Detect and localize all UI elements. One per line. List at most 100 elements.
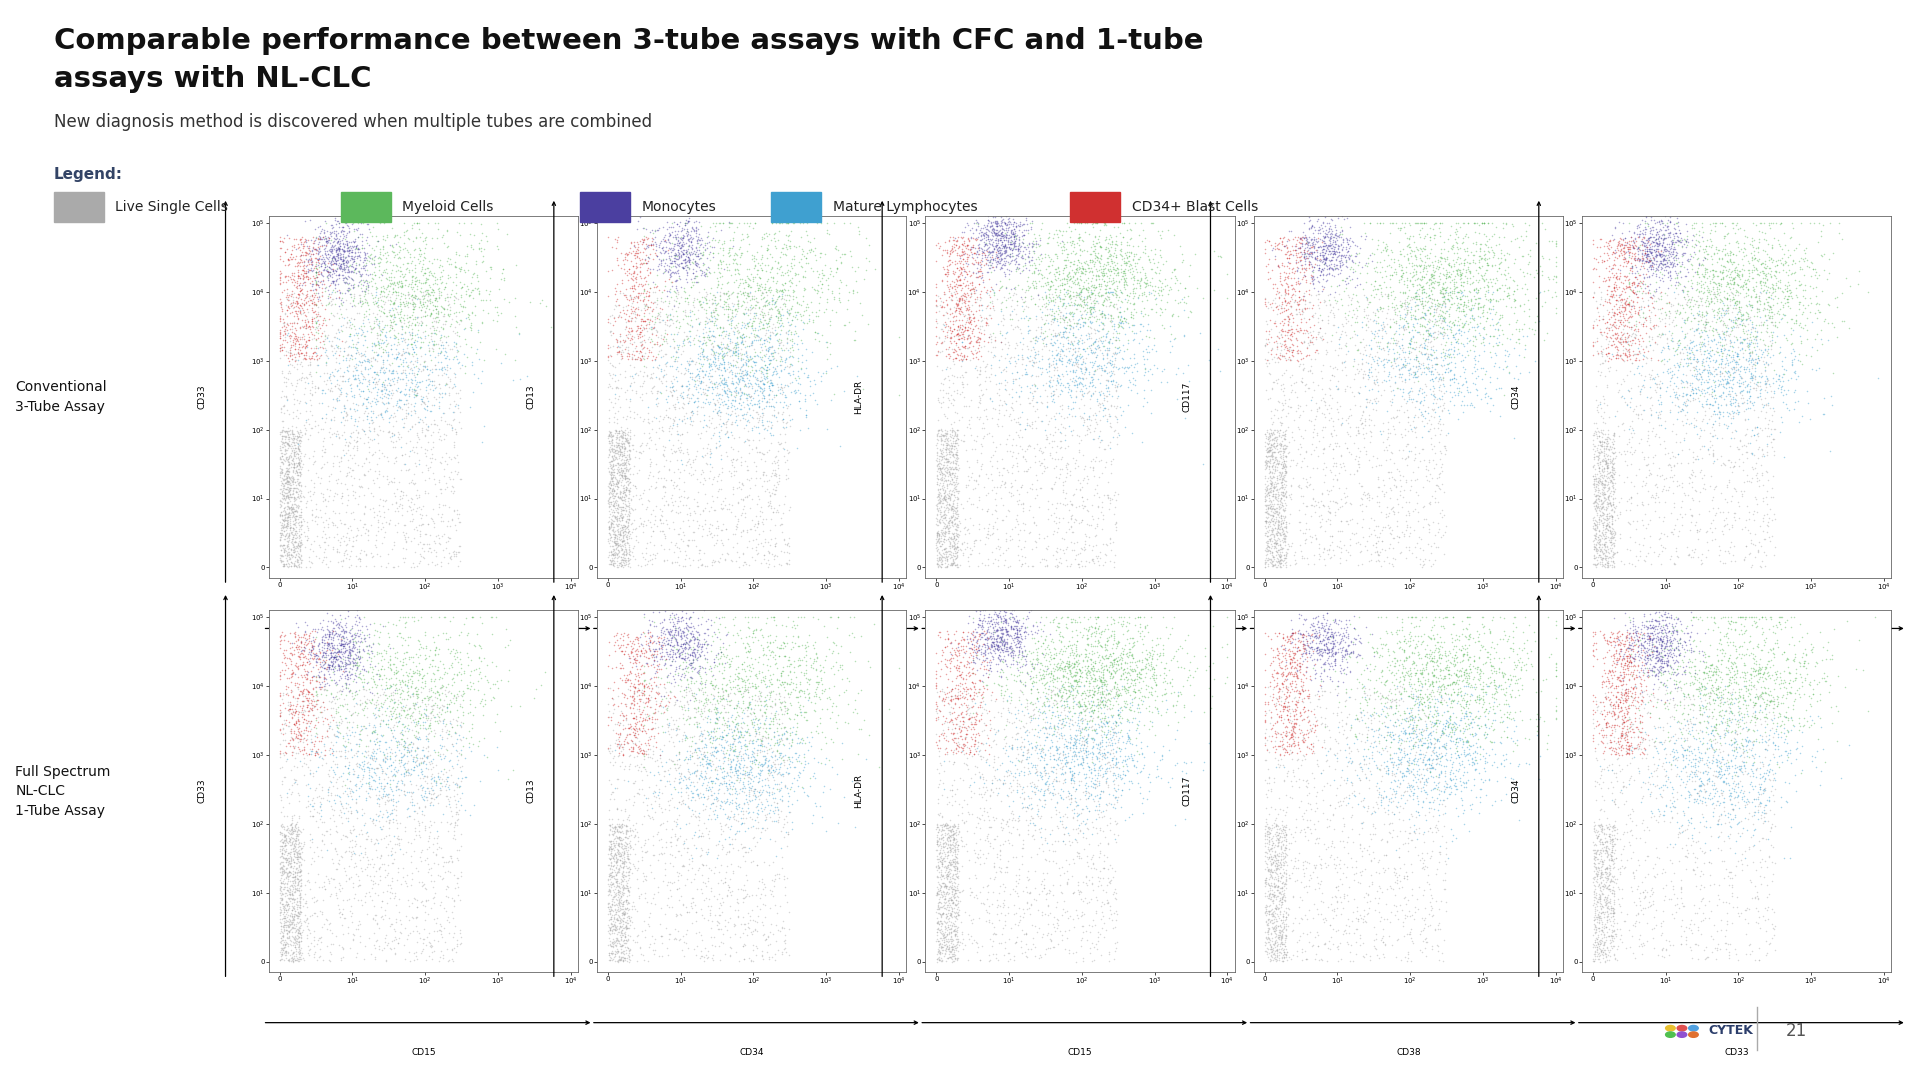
Point bbox=[1267, 812, 1298, 829]
Point bbox=[1659, 647, 1690, 664]
Point bbox=[1261, 862, 1292, 879]
Point bbox=[962, 639, 993, 657]
Point bbox=[1331, 758, 1361, 775]
Point bbox=[973, 211, 1004, 228]
Point bbox=[1484, 235, 1515, 253]
Point bbox=[674, 249, 705, 267]
Point bbox=[781, 293, 812, 310]
Point bbox=[1309, 642, 1340, 659]
Point bbox=[1048, 708, 1079, 726]
Point bbox=[346, 544, 376, 562]
Point bbox=[265, 450, 296, 468]
Point bbox=[1626, 814, 1657, 832]
Point bbox=[307, 447, 338, 464]
Point bbox=[927, 459, 958, 476]
Point bbox=[607, 545, 637, 563]
Point bbox=[760, 723, 791, 740]
Point bbox=[628, 338, 659, 355]
Point bbox=[1811, 672, 1841, 689]
Point bbox=[1415, 767, 1446, 784]
Point bbox=[1079, 282, 1110, 299]
Point bbox=[758, 802, 789, 820]
Point bbox=[924, 831, 954, 848]
Point bbox=[660, 720, 691, 738]
Point bbox=[687, 374, 718, 391]
Point bbox=[939, 539, 970, 556]
Point bbox=[935, 319, 966, 336]
Point bbox=[1590, 555, 1620, 572]
Point bbox=[1281, 242, 1311, 259]
Point bbox=[948, 645, 979, 662]
Point bbox=[276, 548, 307, 565]
Point bbox=[987, 600, 1018, 618]
Point bbox=[1384, 302, 1415, 320]
Point bbox=[1697, 292, 1728, 309]
Point bbox=[730, 286, 760, 303]
Point bbox=[1713, 404, 1743, 421]
Point bbox=[1812, 251, 1843, 268]
Point bbox=[1402, 368, 1432, 386]
Point bbox=[1288, 635, 1319, 652]
Point bbox=[724, 769, 755, 786]
Point bbox=[413, 421, 444, 438]
Point bbox=[1670, 232, 1701, 249]
Point bbox=[945, 340, 975, 357]
Point bbox=[612, 508, 643, 525]
Point bbox=[275, 906, 305, 923]
Point bbox=[925, 939, 956, 956]
Point bbox=[925, 471, 956, 488]
Point bbox=[1091, 328, 1121, 346]
Point bbox=[267, 927, 298, 944]
Point bbox=[384, 272, 415, 289]
Point bbox=[618, 521, 649, 538]
Point bbox=[1603, 651, 1634, 669]
Point bbox=[280, 677, 311, 694]
Point bbox=[1123, 271, 1154, 288]
Point bbox=[687, 866, 718, 883]
Point bbox=[995, 248, 1025, 266]
Point bbox=[1354, 368, 1384, 386]
Point bbox=[307, 918, 338, 935]
Point bbox=[1597, 725, 1628, 742]
Point bbox=[338, 842, 369, 860]
Point bbox=[714, 735, 745, 753]
Point bbox=[1402, 694, 1432, 712]
Point bbox=[1131, 287, 1162, 305]
Point bbox=[344, 723, 374, 740]
Point bbox=[670, 211, 701, 228]
Point bbox=[966, 392, 996, 409]
Point bbox=[616, 524, 647, 541]
Point bbox=[1599, 678, 1630, 696]
Point bbox=[342, 704, 372, 721]
Point bbox=[612, 475, 643, 492]
Point bbox=[1667, 759, 1697, 777]
Point bbox=[1632, 621, 1663, 638]
Point bbox=[307, 230, 338, 247]
Point bbox=[374, 321, 405, 338]
Point bbox=[680, 742, 710, 759]
Point bbox=[363, 774, 394, 792]
Point bbox=[1382, 728, 1413, 745]
Point bbox=[682, 257, 712, 274]
Point bbox=[1386, 258, 1417, 275]
Point bbox=[276, 488, 307, 505]
Point bbox=[432, 769, 463, 786]
Point bbox=[1079, 661, 1110, 678]
Point bbox=[1427, 671, 1457, 688]
Point bbox=[1592, 436, 1622, 454]
Point bbox=[1375, 518, 1405, 536]
Point bbox=[267, 284, 298, 301]
Text: CYTEK: CYTEK bbox=[1709, 1024, 1753, 1037]
Point bbox=[616, 515, 647, 532]
Point bbox=[1582, 490, 1613, 508]
Point bbox=[1094, 874, 1125, 891]
Point bbox=[1428, 312, 1459, 329]
Point bbox=[1452, 696, 1482, 713]
Point bbox=[1400, 294, 1430, 311]
Point bbox=[324, 354, 355, 372]
Point bbox=[1369, 322, 1400, 339]
Point bbox=[1386, 309, 1417, 326]
Point bbox=[1693, 333, 1724, 350]
Point bbox=[1776, 608, 1807, 625]
Point bbox=[1062, 663, 1092, 680]
